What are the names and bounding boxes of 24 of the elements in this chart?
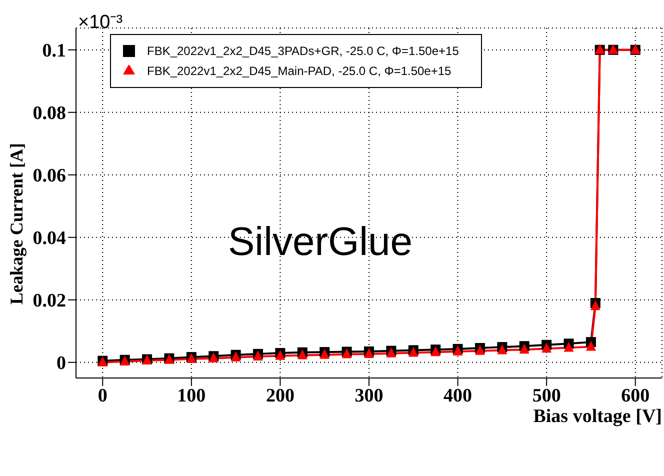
point — [564, 342, 574, 352]
legend-label: FBK_2022v1_2x2_D45_3PADs+GR, -25.0 C, Φ=1.50e+15 — [147, 44, 459, 58]
point — [590, 300, 600, 310]
point — [586, 340, 596, 351]
y-tick-label: 0.06 — [32, 166, 66, 187]
annotation: ×10⁻³ — [78, 11, 123, 34]
y-tick-label: 0.1 — [42, 40, 66, 62]
x-tick-label: 0 — [98, 385, 108, 406]
legend-label: FBK_2022v1_2x2_D45_Main-PAD, -25.0 C, Φ=1.50e+15 — [147, 64, 452, 78]
point — [519, 344, 530, 354]
x-axis-title: Bias voltage [V] — [533, 406, 662, 427]
y-tick-label: 0 — [56, 353, 66, 374]
x-tick-label: 200 — [266, 385, 294, 406]
x-tick-label: 100 — [177, 385, 206, 406]
y-tick-label: 0.08 — [32, 103, 66, 124]
point — [542, 342, 552, 353]
y-tick-label: 0.02 — [32, 290, 66, 312]
x-tick-label: 400 — [444, 385, 472, 406]
x-tick-label: 300 — [354, 385, 384, 406]
annotation: SilverGlue — [228, 220, 413, 265]
x-tick-label: 600 — [621, 385, 650, 406]
x-tick-label: 500 — [532, 385, 561, 406]
y-axis-title: Leakage Current [A] — [6, 143, 26, 305]
y-tick-label: 0.04 — [32, 228, 66, 250]
